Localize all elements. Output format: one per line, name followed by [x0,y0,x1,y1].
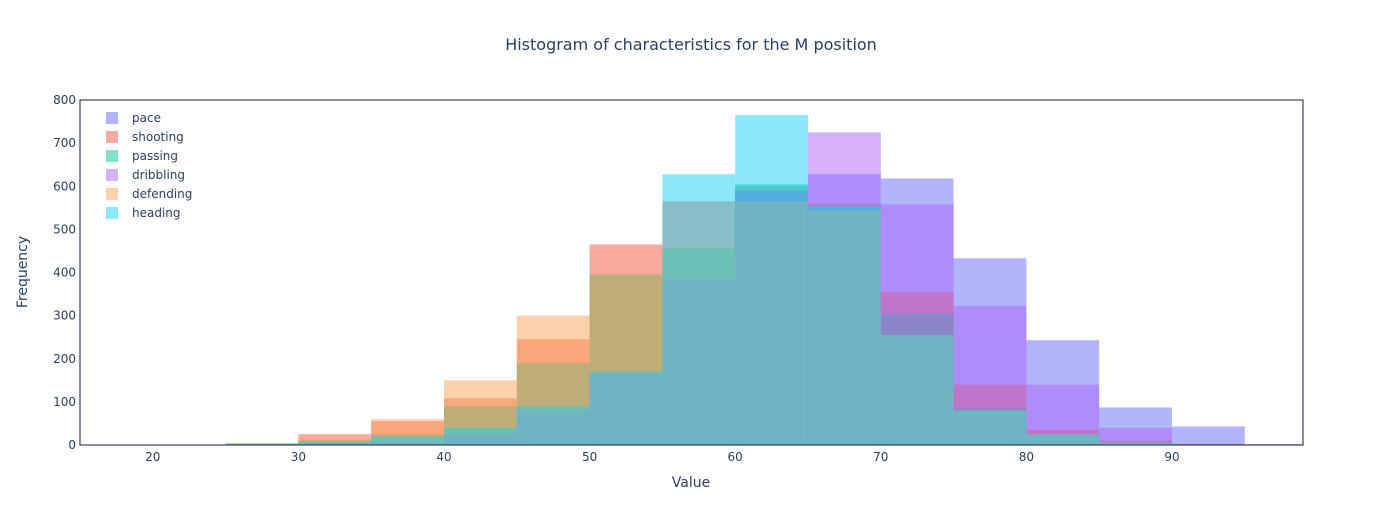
bar-heading[interactable] [589,371,663,445]
legend-label: defending [132,187,192,201]
chart-title: Histogram of characteristics for the M p… [505,35,877,54]
bar-dribbling[interactable] [1099,427,1172,445]
y-tick-label: 100 [53,395,76,409]
bar-heading[interactable] [880,335,954,445]
x-tick-label: 50 [582,450,597,464]
legend-label: heading [132,206,181,220]
y-tick-label: 0 [68,438,76,452]
legend-swatch [106,131,118,143]
legend-swatch [106,188,118,200]
legend-item-dribbling[interactable]: dribbling [106,168,185,182]
legend-swatch [106,150,118,162]
y-axis-ticks: 0 100 200 300 400 500 600 700 800 [53,93,76,452]
y-tick-label: 800 [53,93,76,107]
bar-heading[interactable] [807,205,881,445]
legend-label: dribbling [132,168,185,182]
bar-heading[interactable] [735,115,808,445]
legend-swatch [106,169,118,181]
legend-item-shooting[interactable]: shooting [106,130,184,144]
x-tick-label: 70 [873,450,888,464]
x-tick-label: 30 [291,450,306,464]
legend-label: passing [132,149,178,163]
histogram-bars [225,115,1303,446]
bar-heading[interactable] [953,410,1027,446]
bar-pace[interactable] [1171,426,1245,445]
legend[interactable]: pace shooting passing dribbling defending hea… [106,111,192,220]
bar-heading[interactable] [371,436,444,445]
y-axis-title: Frequency [15,236,31,308]
bar-heading[interactable] [443,427,517,445]
bar-heading[interactable] [516,406,590,445]
plot-frame [79,99,1304,446]
y-tick-label: 200 [53,352,76,366]
y-tick-label: 400 [53,266,76,280]
bar-heading[interactable] [1099,442,1172,445]
legend-swatch [106,207,118,219]
legend-label: pace [132,111,161,125]
legend-label: shooting [132,130,184,144]
y-tick-label: 700 [53,136,76,150]
bar-dribbling[interactable] [1171,443,1245,445]
legend-item-defending[interactable]: defending [106,187,192,201]
legend-swatch [106,112,118,124]
y-tick-label: 600 [53,179,76,193]
y-tick-label: 300 [53,309,76,323]
legend-item-pace[interactable]: pace [106,111,161,125]
bar-heading[interactable] [225,443,299,445]
x-tick-label: 90 [1164,450,1179,464]
x-tick-label: 60 [728,450,743,464]
x-tick-label: 20 [145,450,160,464]
x-axis-ticks: 20 30 40 50 60 70 80 90 [145,450,1179,464]
x-tick-label: 80 [1019,450,1034,464]
y-tick-label: 500 [53,222,76,236]
bar-heading[interactable] [662,174,736,446]
legend-item-heading[interactable]: heading [106,206,181,220]
series-heading [225,115,1172,446]
legend-item-passing[interactable]: passing [106,149,178,163]
x-axis-title: Value [672,475,710,491]
bar-heading[interactable] [298,441,372,445]
bar-heading[interactable] [1026,434,1100,445]
x-tick-label: 40 [436,450,451,464]
